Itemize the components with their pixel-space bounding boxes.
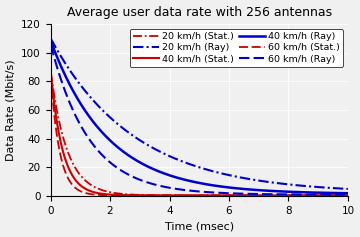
20 km/h (Ray) [64, 63, 68, 66]
Line: 60 km/h (Stat.): 60 km/h (Stat.) [51, 77, 348, 196]
60 km/h (Stat.) [64, 173, 68, 175]
40 km/h (Stat.) [337, 194, 341, 197]
40 km/h (Ray) [346, 192, 350, 195]
40 km/h (Stat.) [337, 194, 341, 197]
60 km/h (Ray) [346, 193, 350, 196]
Line: 20 km/h (Ray): 20 km/h (Ray) [51, 39, 348, 189]
40 km/h (Stat.) [64, 160, 68, 163]
20 km/h (Stat.) [337, 194, 341, 197]
20 km/h (Stat.) [283, 194, 287, 197]
Title: Average user data rate with 256 antennas: Average user data rate with 256 antennas [67, 5, 332, 18]
Legend: 20 km/h (Stat.), 20 km/h (Ray), 40 km/h (Stat.), 40 km/h (Ray), 60 km/h (Stat.),: 20 km/h (Stat.), 20 km/h (Ray), 40 km/h … [130, 29, 343, 67]
20 km/h (Stat.) [185, 194, 190, 197]
60 km/h (Stat.) [193, 194, 197, 197]
60 km/h (Ray) [283, 193, 287, 196]
Line: 60 km/h (Ray): 60 km/h (Ray) [51, 45, 348, 195]
60 km/h (Ray) [185, 189, 190, 192]
40 km/h (Ray) [337, 192, 341, 195]
40 km/h (Stat.) [346, 194, 350, 197]
20 km/h (Ray) [193, 165, 197, 168]
20 km/h (Ray) [49, 37, 53, 40]
Line: 40 km/h (Stat.): 40 km/h (Stat.) [51, 74, 348, 196]
Line: 20 km/h (Stat.): 20 km/h (Stat.) [51, 73, 348, 196]
60 km/h (Stat.) [337, 194, 341, 197]
20 km/h (Ray) [185, 162, 190, 165]
60 km/h (Ray) [337, 193, 341, 196]
40 km/h (Stat.) [283, 194, 287, 197]
Line: 40 km/h (Ray): 40 km/h (Ray) [51, 41, 348, 193]
60 km/h (Stat.) [49, 76, 53, 79]
20 km/h (Ray) [346, 187, 350, 190]
20 km/h (Stat.) [64, 146, 68, 148]
40 km/h (Stat.) [49, 72, 53, 75]
20 km/h (Ray) [337, 187, 341, 190]
60 km/h (Stat.) [346, 194, 350, 197]
60 km/h (Ray) [64, 92, 68, 95]
40 km/h (Ray) [49, 40, 53, 43]
40 km/h (Ray) [185, 179, 190, 182]
20 km/h (Ray) [337, 187, 341, 190]
40 km/h (Stat.) [185, 194, 190, 197]
60 km/h (Ray) [337, 193, 341, 196]
20 km/h (Stat.) [49, 71, 53, 74]
20 km/h (Stat.) [346, 194, 350, 197]
60 km/h (Ray) [49, 44, 53, 46]
60 km/h (Stat.) [283, 194, 287, 197]
40 km/h (Ray) [337, 192, 341, 195]
20 km/h (Stat.) [193, 194, 197, 197]
40 km/h (Ray) [64, 76, 68, 79]
20 km/h (Stat.) [337, 194, 341, 197]
60 km/h (Stat.) [185, 194, 190, 197]
40 km/h (Stat.) [193, 194, 197, 197]
40 km/h (Ray) [283, 190, 287, 193]
60 km/h (Stat.) [337, 194, 341, 197]
Y-axis label: Data Rate (Mbit/s): Data Rate (Mbit/s) [5, 59, 15, 161]
20 km/h (Ray) [283, 182, 287, 185]
X-axis label: Time (msec): Time (msec) [165, 221, 234, 232]
40 km/h (Ray) [193, 181, 197, 184]
60 km/h (Ray) [193, 190, 197, 193]
